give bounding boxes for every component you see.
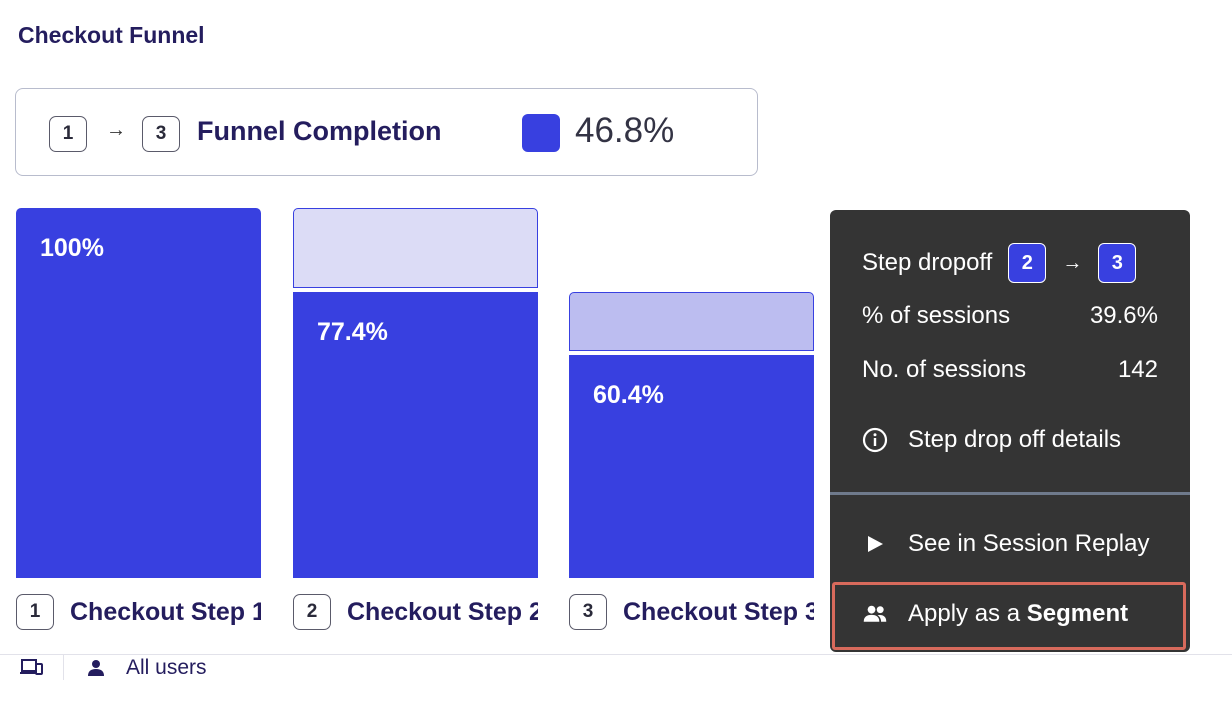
step-number-badge: 2 xyxy=(293,594,331,630)
apply-segment-bold: Segment xyxy=(1026,600,1129,627)
step-number-badge: 1 xyxy=(16,594,54,630)
to-step-badge: 3 xyxy=(142,116,180,152)
bar-step-1[interactable] xyxy=(16,208,261,578)
step-number-badge: 3 xyxy=(569,594,607,630)
footer-divider xyxy=(0,654,1232,655)
bar-value-label-3: 60.4% xyxy=(593,380,664,409)
step-label-3[interactable]: 3 Checkout Step 3 xyxy=(569,592,814,632)
user-icon xyxy=(88,660,104,676)
pct-sessions-label: % of sessions xyxy=(862,302,1011,329)
step-name: Checkout Step 2 xyxy=(347,597,538,626)
funnel-completion-card: 1 → 3 Funnel Completion 46.8% xyxy=(15,88,758,176)
step-label-1[interactable]: 1 Checkout Step 1 xyxy=(16,592,261,632)
bar-dropoff-3[interactable] xyxy=(569,291,814,351)
segment-label: All users xyxy=(126,656,207,679)
bar-step-3[interactable] xyxy=(569,354,814,578)
arrow-right-icon: → xyxy=(1062,251,1083,274)
footer-separator xyxy=(63,654,64,680)
step-dropoff-popup: Step dropoff 2 → 3 % of sessions 39.6% N… xyxy=(830,210,1190,652)
dropoff-label: Step dropoff xyxy=(862,249,993,276)
step-name: Checkout Step 3 xyxy=(623,597,814,626)
dropoff-to-badge: 3 xyxy=(1098,243,1137,283)
user-segment-filter[interactable]: All users xyxy=(86,656,207,680)
num-sessions-value: 142 xyxy=(1117,356,1158,383)
info-icon xyxy=(862,427,888,453)
device-filter-button[interactable] xyxy=(20,656,44,678)
pct-sessions-value: 39.6% xyxy=(1089,302,1158,329)
bar-value-label-2: 77.4% xyxy=(317,317,388,346)
session-replay-label: See in Session Replay xyxy=(908,530,1150,557)
apply-segment-highlight xyxy=(832,582,1186,650)
bar-step-2[interactable] xyxy=(293,291,538,578)
pct-sessions-row: % of sessions 39.6% xyxy=(862,300,1158,332)
num-sessions-row: No. of sessions 142 xyxy=(862,354,1158,386)
from-step-badge: 1 xyxy=(49,116,87,152)
device-icon xyxy=(20,659,43,675)
session-replay-button[interactable]: See in Session Replay xyxy=(862,528,1158,560)
bar-dropoff-2[interactable] xyxy=(293,208,538,288)
dropoff-header: Step dropoff 2 → 3 xyxy=(862,242,1158,284)
step-label-2[interactable]: 2 Checkout Step 2 xyxy=(293,592,538,632)
dropoff-details-label: Step drop off details xyxy=(908,426,1122,453)
num-sessions-label: No. of sessions xyxy=(862,356,1027,383)
users-icon xyxy=(862,601,888,627)
funnel-completion-label: Funnel Completion xyxy=(197,116,442,146)
apply-segment-label: Apply as a Segment xyxy=(908,600,1128,628)
arrow-right-icon: → xyxy=(106,119,126,141)
dropoff-from-badge: 2 xyxy=(1008,243,1047,283)
funnel-completion-value: 46.8% xyxy=(575,111,675,150)
step-name: Checkout Step 1 xyxy=(70,597,261,626)
dropoff-details-link[interactable]: Step drop off details xyxy=(862,424,1158,456)
completion-color-swatch xyxy=(522,114,560,152)
popup-divider xyxy=(830,492,1190,495)
apply-segment-prefix: Apply as a xyxy=(908,600,1027,627)
page-title: Checkout Funnel xyxy=(18,22,205,48)
bar-value-label-1: 100% xyxy=(40,234,104,262)
apply-segment-button[interactable]: Apply as a Segment xyxy=(862,598,1158,630)
play-icon xyxy=(862,531,888,557)
